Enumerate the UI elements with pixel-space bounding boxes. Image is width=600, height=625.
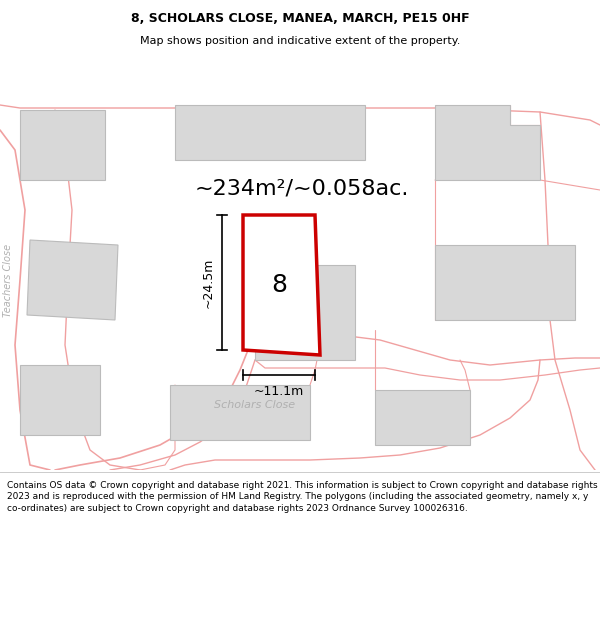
Polygon shape — [20, 365, 100, 435]
Text: Map shows position and indicative extent of the property.: Map shows position and indicative extent… — [140, 36, 460, 46]
Polygon shape — [175, 105, 365, 160]
Polygon shape — [255, 265, 355, 360]
Polygon shape — [243, 215, 320, 355]
Polygon shape — [375, 390, 470, 445]
Text: Teachers Close: Teachers Close — [3, 243, 13, 316]
Polygon shape — [435, 105, 540, 180]
Polygon shape — [27, 240, 118, 320]
Text: ~24.5m: ~24.5m — [202, 258, 215, 308]
Text: ~11.1m: ~11.1m — [254, 385, 304, 398]
Text: Scholars Close: Scholars Close — [214, 400, 296, 410]
Polygon shape — [435, 245, 575, 320]
Text: 8, SCHOLARS CLOSE, MANEA, MARCH, PE15 0HF: 8, SCHOLARS CLOSE, MANEA, MARCH, PE15 0H… — [131, 12, 469, 26]
Text: ~234m²/~0.058ac.: ~234m²/~0.058ac. — [195, 178, 409, 198]
Text: Contains OS data © Crown copyright and database right 2021. This information is : Contains OS data © Crown copyright and d… — [7, 481, 598, 512]
Text: 8: 8 — [271, 273, 287, 297]
Polygon shape — [170, 385, 310, 440]
Polygon shape — [20, 110, 105, 180]
